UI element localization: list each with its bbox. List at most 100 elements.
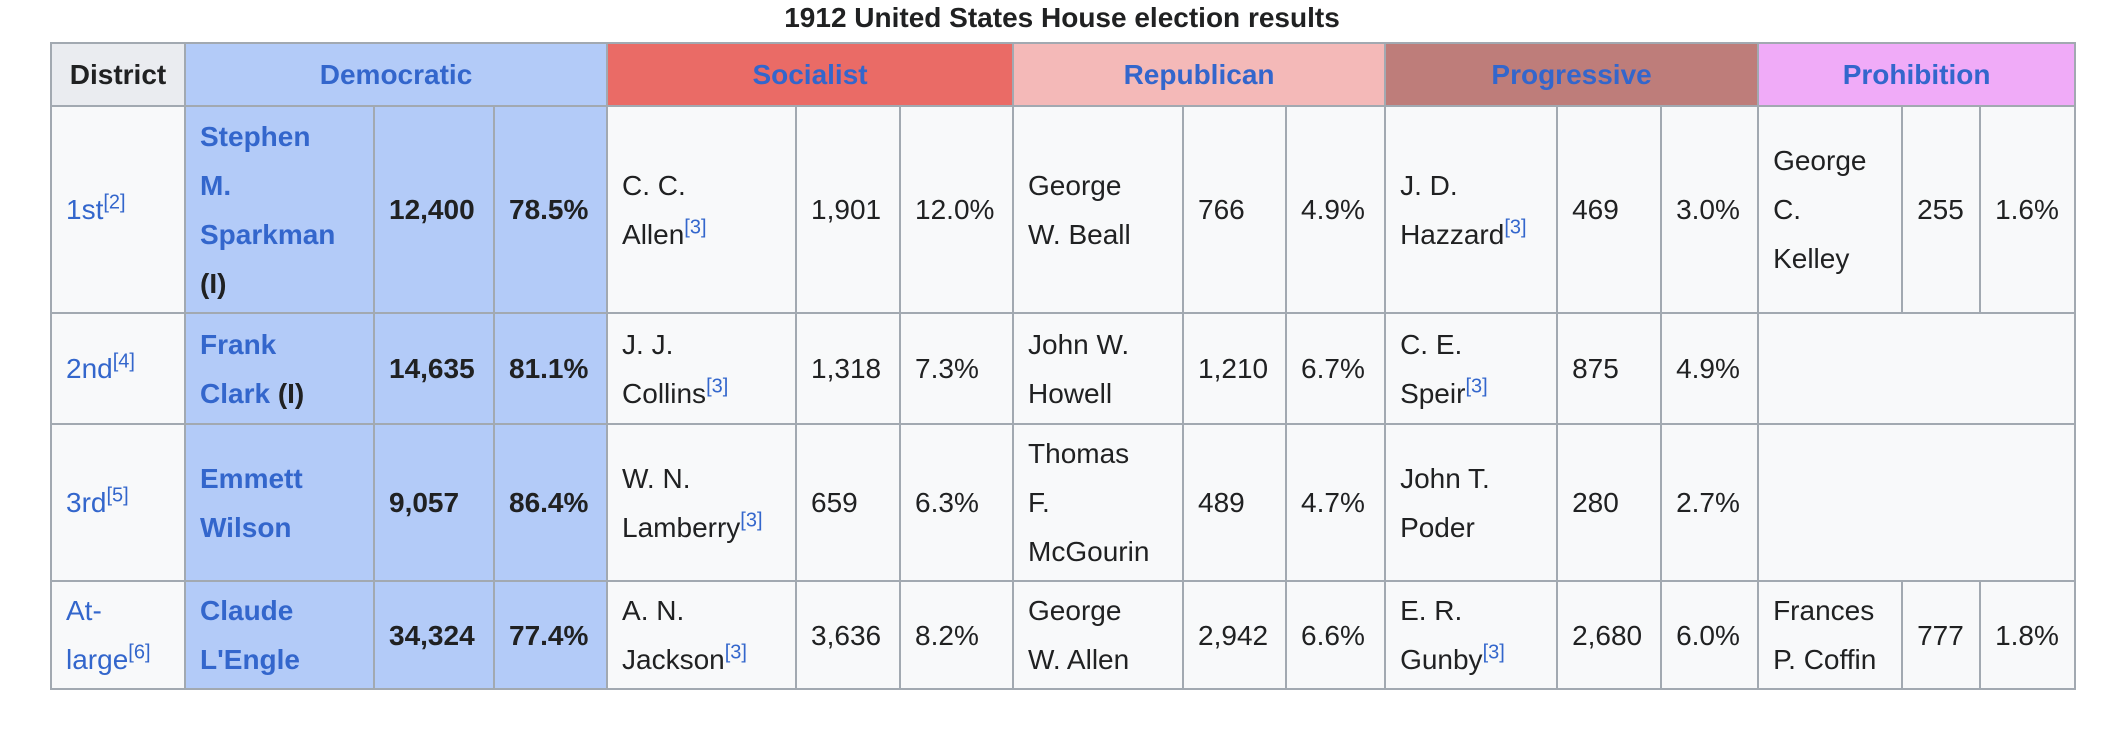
candidate-name[interactable]: Stephen M. Sparkman xyxy=(200,121,335,250)
candidate-name: A. N. Jackson xyxy=(622,595,725,675)
party-header-progressive[interactable]: Progressive xyxy=(1384,42,1760,107)
party-header-republican[interactable]: Republican xyxy=(1012,42,1387,107)
socialist-votes-cell: 1,318 xyxy=(795,312,902,425)
candidate-name-line: Clark xyxy=(200,377,271,409)
party-link[interactable]: Democratic xyxy=(319,59,473,90)
district-cell: 2nd[4] xyxy=(50,312,186,425)
candidate-name: George W. Beall xyxy=(1028,170,1131,250)
candidate-name-line: Gunby xyxy=(1400,644,1483,675)
candidate-name[interactable]: Frank Clark xyxy=(200,329,276,409)
candidate-name-line: John W. xyxy=(1028,328,1130,360)
candidate-name-line: Howell xyxy=(1028,377,1113,409)
district-header: District xyxy=(50,42,186,107)
progressive-votes-cell: 280 xyxy=(1556,423,1663,582)
prohibition-percent-cell: 1.6% xyxy=(1979,105,2077,314)
candidate-name: E. R. Gunby xyxy=(1400,595,1483,675)
district-link[interactable]: At-large xyxy=(66,595,128,675)
democratic-percent-cell: 77.4% xyxy=(492,580,609,690)
prohibition-votes-cell: 255 xyxy=(1901,105,1982,314)
prohibition-votes-cell: 777 xyxy=(1901,580,1982,690)
democratic-candidate-cell: Stephen M. Sparkman (I) xyxy=(184,105,375,314)
candidate-name-line: J. J. xyxy=(622,328,674,360)
candidate-name-line: Poder xyxy=(1400,511,1475,543)
reference-link[interactable]: [3] xyxy=(706,375,729,398)
candidate-name: J. J. Collins xyxy=(622,329,706,409)
republican-votes-cell: 2,942 xyxy=(1182,580,1288,690)
party-link[interactable]: Prohibition xyxy=(1842,59,1991,90)
progressive-candidate-cell: E. R. Gunby[3] xyxy=(1384,580,1559,690)
district-cell: At-large[6] xyxy=(50,580,186,690)
candidate-name: George W. Allen xyxy=(1028,595,1129,675)
candidate-name-line: F. xyxy=(1028,487,1050,518)
republican-candidate-cell: Thomas F. McGourin xyxy=(1012,423,1185,582)
socialist-votes-cell: 3,636 xyxy=(795,580,902,690)
candidate-name[interactable]: Claude L'Engle xyxy=(200,595,300,675)
reference-link[interactable]: [3] xyxy=(684,216,707,239)
progressive-votes-cell: 469 xyxy=(1556,105,1663,314)
democratic-percent-cell: 78.5% xyxy=(492,105,609,314)
candidate-name-line: Frances xyxy=(1773,595,1875,626)
reference-link[interactable]: [5] xyxy=(106,484,129,507)
candidate-name[interactable]: Emmett Wilson xyxy=(200,463,303,543)
candidate-name-line: Wilson xyxy=(200,511,292,543)
candidate-name: Frances P. Coffin xyxy=(1773,595,1876,675)
candidate-name-line: Thomas xyxy=(1028,438,1130,469)
progressive-percent-cell: 4.9% xyxy=(1660,312,1760,425)
district-name: 1st xyxy=(66,194,104,225)
district-name: 2nd xyxy=(66,353,113,384)
candidate-name-line: W. N. xyxy=(622,462,691,494)
prohibition-empty-cell xyxy=(1757,312,2077,425)
reference-link[interactable]: [4] xyxy=(112,350,135,373)
socialist-votes-cell: 1,901 xyxy=(795,105,902,314)
republican-percent-cell: 4.9% xyxy=(1285,105,1387,314)
candidate-name-line: Jackson xyxy=(622,644,725,675)
reference-link[interactable]: [3] xyxy=(1465,375,1488,398)
candidate-name-line: C. C. xyxy=(622,169,686,201)
progressive-percent-cell: 6.0% xyxy=(1660,580,1760,690)
reference-link[interactable]: [3] xyxy=(724,641,747,664)
reference-link[interactable]: [2] xyxy=(103,191,126,214)
prohibition-candidate-cell: Frances P. Coffin xyxy=(1757,580,1904,690)
candidate-name: Thomas F. McGourin xyxy=(1028,438,1149,567)
reference-link[interactable]: [6] xyxy=(128,641,151,664)
district-link[interactable]: 3rd xyxy=(66,487,106,518)
progressive-percent-cell: 2.7% xyxy=(1660,423,1760,582)
democratic-percent-cell: 86.4% xyxy=(492,423,609,582)
candidate-name-line: George xyxy=(1773,145,1867,176)
reference-link[interactable]: [3] xyxy=(740,509,763,532)
candidate-name-line: E. R. xyxy=(1400,595,1463,626)
democratic-votes-cell: 14,635 xyxy=(373,312,495,425)
party-link[interactable]: Socialist xyxy=(752,59,868,90)
republican-candidate-cell: John W. Howell xyxy=(1012,312,1185,425)
candidate-name: C. C. Allen xyxy=(622,170,686,250)
district-line: large xyxy=(66,644,129,675)
republican-percent-cell: 6.6% xyxy=(1285,580,1387,690)
candidate-name: W. N. Lamberry xyxy=(622,463,740,543)
progressive-votes-cell: 875 xyxy=(1556,312,1663,425)
republican-votes-cell: 1,210 xyxy=(1182,312,1288,425)
candidate-name-line: L'Engle xyxy=(200,644,300,675)
district-link[interactable]: 1st xyxy=(66,194,103,225)
table-row: 3rd[5] Emmett Wilson 9,057 86.4% W. N. Lamberr… xyxy=(50,423,2077,582)
district-cell: 1st[2] xyxy=(50,105,186,314)
democratic-percent-cell: 81.1% xyxy=(492,312,609,425)
district-line: At- xyxy=(66,595,102,626)
party-header-prohibition[interactable]: Prohibition xyxy=(1757,42,2077,107)
progressive-candidate-cell: C. E. Speir[3] xyxy=(1384,312,1559,425)
party-header-socialist[interactable]: Socialist xyxy=(606,42,1015,107)
reference-link[interactable]: [3] xyxy=(1482,641,1505,664)
district-link[interactable]: 2nd xyxy=(66,353,113,384)
candidate-name-line: A. N. xyxy=(622,595,685,626)
candidate-name-line: Stephen xyxy=(200,120,311,152)
socialist-percent-cell: 12.0% xyxy=(899,105,1015,314)
table-row: 1st[2] Stephen M. Sparkman (I) 12,400 78.5% C. … xyxy=(50,105,2077,314)
candidate-name: John W. Howell xyxy=(1028,329,1129,409)
party-header-democratic[interactable]: Democratic xyxy=(183,42,609,107)
party-link[interactable]: Progressive xyxy=(1491,59,1652,90)
republican-candidate-cell: George W. Beall xyxy=(1012,105,1185,314)
progressive-candidate-cell: J. D. Hazzard[3] xyxy=(1384,105,1559,314)
prohibition-percent-cell: 1.8% xyxy=(1979,580,2077,690)
reference-link[interactable]: [3] xyxy=(1504,216,1527,239)
party-link[interactable]: Republican xyxy=(1123,59,1275,90)
candidate-name-line: Lamberry xyxy=(622,511,741,543)
